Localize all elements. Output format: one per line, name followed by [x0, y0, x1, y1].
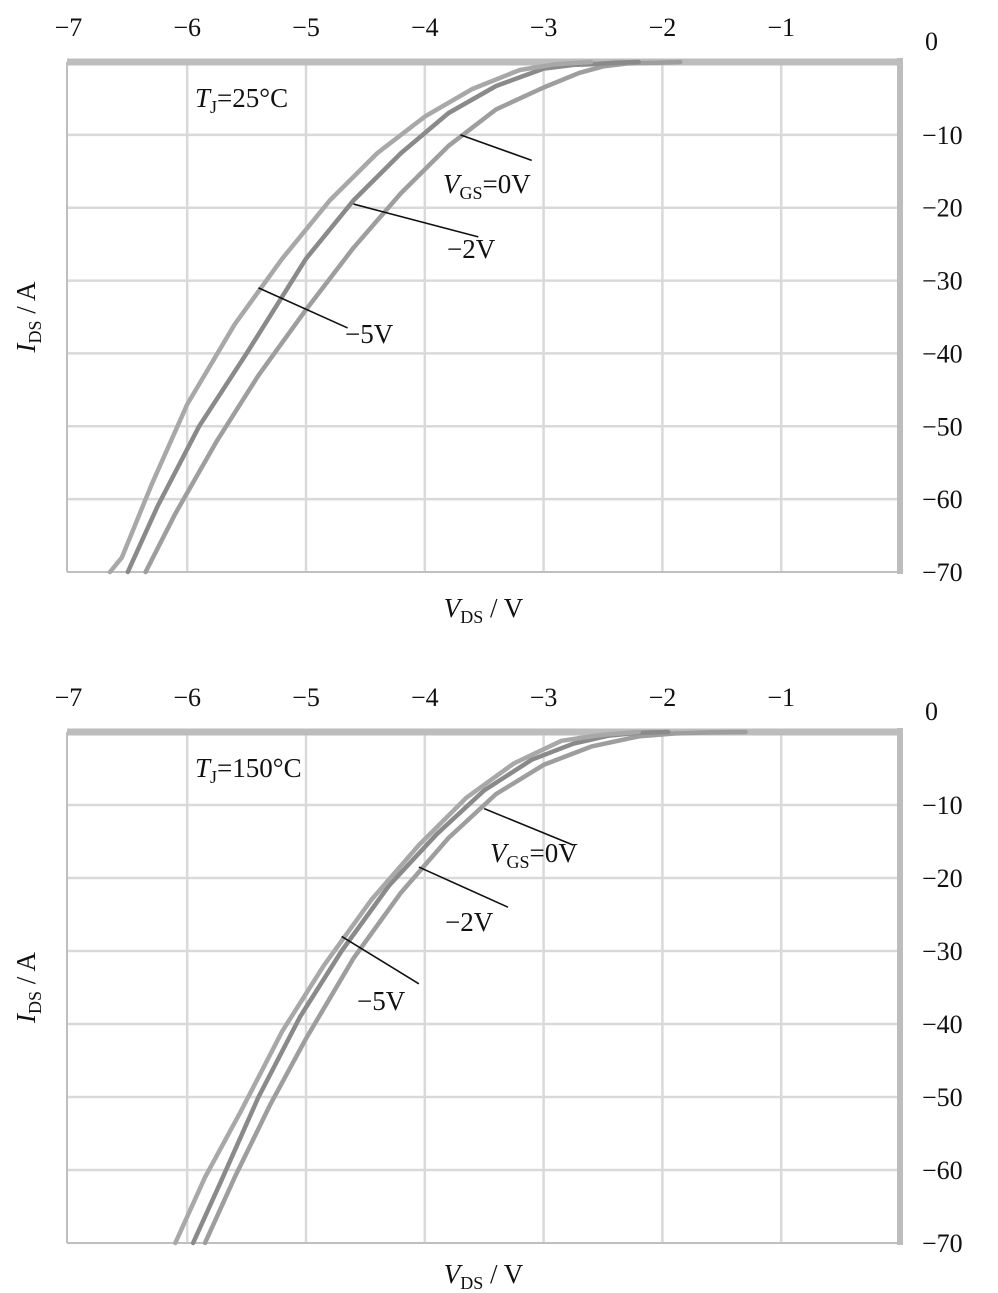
- series-label: VGS=0V: [490, 838, 578, 872]
- y-axis-title-subscript: DS: [25, 321, 45, 344]
- x-tick-label: −5: [292, 13, 320, 42]
- series-label-text: −2V: [445, 907, 494, 937]
- x-tick-label: −1: [767, 683, 795, 712]
- x-tick-label: −6: [173, 13, 201, 42]
- y-axis-title: IDS / A: [11, 951, 45, 1024]
- x-tick-label: −3: [530, 13, 558, 42]
- series-label-text: =0V: [483, 169, 532, 199]
- series-line-2: [107, 59, 594, 575]
- y-axis-title: IDS / A: [11, 281, 45, 354]
- series-line-0: [143, 59, 683, 575]
- y-tick-label: −60: [922, 1156, 963, 1185]
- x-tick-label: −1: [767, 13, 795, 42]
- y-tick-label: −50: [922, 412, 963, 441]
- y-tick-label: 0: [925, 697, 938, 726]
- x-axis-title-text: / V: [483, 593, 524, 623]
- y-axis-title-text: / A: [11, 951, 41, 991]
- x-tick-label: −5: [292, 683, 320, 712]
- series-leader-line: [353, 203, 479, 238]
- series-label-symbol: V: [443, 169, 463, 199]
- x-tick-label: −6: [173, 683, 201, 712]
- series-label-symbol: V: [490, 838, 510, 868]
- y-tick-label: −10: [922, 791, 963, 820]
- y-tick-label: −40: [922, 1010, 963, 1039]
- y-axis-title-subscript: DS: [25, 991, 45, 1014]
- x-axis-title-symbol: V: [444, 593, 464, 623]
- series-label: −2V: [447, 234, 496, 264]
- series-line-0: [202, 729, 748, 1246]
- temperature-annotation-symbol: T: [195, 753, 212, 783]
- series-label: VGS=0V: [443, 169, 531, 203]
- temperature-annotation-symbol: T: [195, 83, 212, 113]
- temperature-annotation-text: =25°C: [217, 83, 288, 113]
- series-leader-line: [460, 134, 532, 162]
- y-tick-label: −30: [922, 267, 963, 296]
- y-tick-label: −10: [922, 121, 963, 150]
- series-line-2: [173, 729, 641, 1246]
- series-label-text: −2V: [447, 234, 496, 264]
- x-tick-label: −4: [411, 13, 439, 42]
- y-axis-title-symbol: I: [11, 1012, 41, 1024]
- x-axis-title-subscript: DS: [460, 1273, 483, 1293]
- x-axis-title-subscript: DS: [460, 607, 483, 627]
- series-leader-line: [258, 287, 348, 329]
- temperature-annotation: TJ=150°C: [195, 753, 302, 787]
- series-leader-line: [341, 935, 420, 985]
- y-tick-label: −30: [922, 937, 963, 966]
- y-axis-title-symbol: I: [11, 342, 41, 354]
- x-tick-label: −7: [55, 13, 83, 42]
- y-tick-label: 0: [925, 27, 938, 56]
- series-label: −5V: [345, 319, 394, 349]
- y-tick-label: −70: [922, 1229, 963, 1258]
- series-label-text: −5V: [345, 319, 394, 349]
- series-leader-line: [418, 866, 509, 908]
- series-line-1: [190, 729, 671, 1246]
- temperature-annotation-subscript: J: [210, 97, 217, 117]
- x-axis-title: VDS / V: [444, 593, 524, 627]
- x-tick-label: −2: [649, 13, 677, 42]
- temperature-annotation: TJ=25°C: [195, 83, 288, 117]
- y-tick-label: −70: [922, 558, 963, 587]
- series-label-subscript: GS: [460, 183, 483, 203]
- x-axis-title: VDS / V: [444, 1259, 524, 1293]
- x-tick-label: −4: [411, 683, 439, 712]
- series-label: −5V: [357, 986, 406, 1016]
- x-axis-title-symbol: V: [444, 1259, 464, 1289]
- y-tick-label: −60: [922, 485, 963, 514]
- x-tick-label: −7: [55, 683, 83, 712]
- series-line-1: [125, 59, 641, 575]
- y-tick-label: −50: [922, 1083, 963, 1112]
- series-label: −2V: [445, 907, 494, 937]
- x-axis-title-text: / V: [483, 1259, 524, 1289]
- temperature-annotation-subscript: J: [210, 767, 217, 787]
- series-label-subscript: GS: [507, 852, 530, 872]
- series-label-text: =0V: [530, 838, 579, 868]
- series-leader-line: [483, 807, 574, 846]
- temperature-annotation-text: =150°C: [217, 753, 302, 783]
- y-tick-label: −20: [922, 194, 963, 223]
- y-tick-label: −40: [922, 339, 963, 368]
- y-axis-title-text: / A: [11, 281, 41, 321]
- y-tick-label: −20: [922, 864, 963, 893]
- x-tick-label: −2: [649, 683, 677, 712]
- series-label-text: −5V: [357, 986, 406, 1016]
- x-tick-label: −3: [530, 683, 558, 712]
